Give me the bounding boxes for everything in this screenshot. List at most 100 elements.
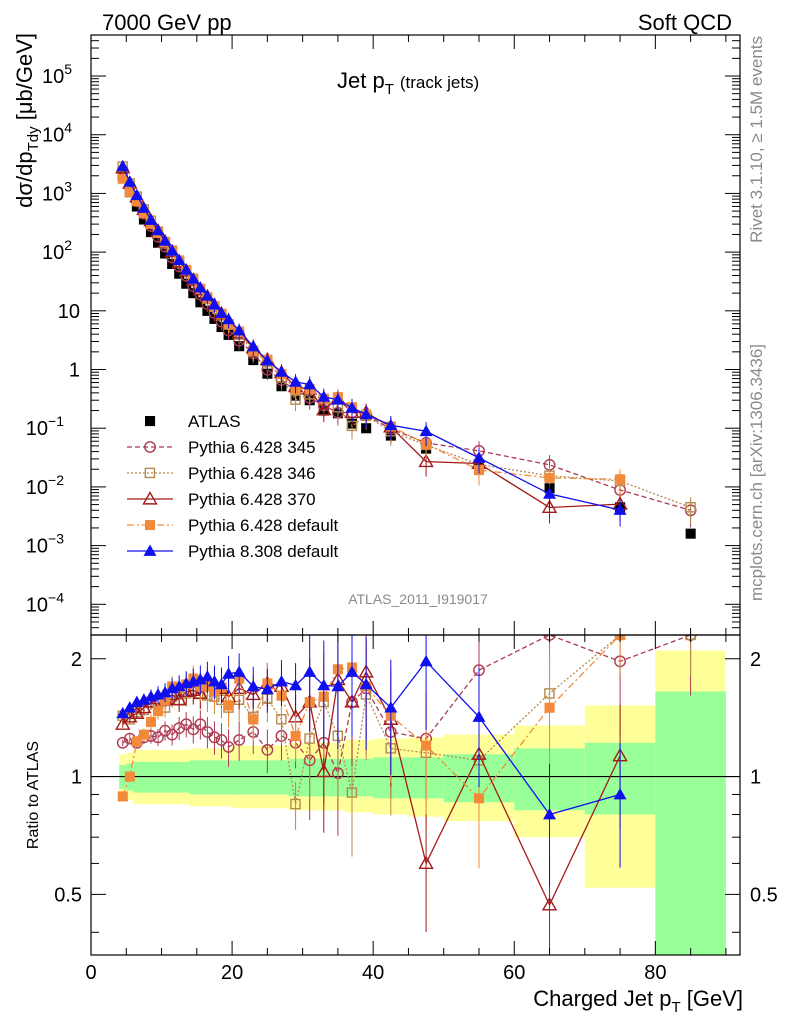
- data-point: [179, 263, 193, 275]
- x-tick-label: 40: [362, 962, 384, 984]
- ratio-point: [331, 679, 345, 692]
- legend: ATLAS Pythia 6.428 345 Pythia 6.428 346 Pyt…: [127, 412, 339, 561]
- ratio-tick-label-right: 0.5: [750, 884, 778, 906]
- ratio-point: [246, 679, 260, 692]
- y-tick-label: 10−2: [26, 472, 64, 499]
- data-point: [331, 393, 345, 405]
- ratio-point: [419, 654, 433, 667]
- ratio-point: [384, 701, 398, 713]
- series-line: [122, 166, 621, 511]
- ratio-point: [541, 896, 558, 911]
- ratio-point: [303, 665, 317, 677]
- y-tick-label: 103: [42, 178, 72, 205]
- ratio-point: [172, 679, 186, 692]
- legend-marker: [145, 520, 156, 531]
- data-point: [419, 424, 433, 437]
- ratio-point: [290, 730, 301, 742]
- legend-label: ATLAS: [188, 412, 241, 431]
- ratio-point: [116, 706, 130, 719]
- series-line: [122, 178, 621, 480]
- data-point: [153, 237, 164, 248]
- ratio-point: [200, 670, 214, 682]
- legend-marker: [142, 491, 158, 505]
- data-point: [145, 227, 157, 238]
- data-point: [123, 175, 137, 187]
- y-tick-label: 105: [42, 61, 72, 88]
- data-point: [345, 401, 359, 413]
- data-point: [613, 503, 627, 515]
- ratio-point: [261, 743, 274, 756]
- x-tick-label: 20: [221, 962, 243, 984]
- data-point: [138, 214, 149, 225]
- y-tick-label: 104: [42, 120, 72, 147]
- data-point: [151, 223, 165, 236]
- data-point: [165, 244, 179, 256]
- ratio-point: [290, 798, 301, 810]
- data-point: [317, 390, 331, 402]
- ratio-point: [152, 731, 164, 744]
- ratio-point: [123, 701, 137, 713]
- ratio-y-axis-label: Ratio to ATLAS: [25, 741, 42, 849]
- data-point: [167, 258, 178, 269]
- data-point: [359, 407, 373, 420]
- ratio-point: [473, 793, 485, 804]
- data-point: [137, 201, 151, 213]
- ratio-point: [346, 787, 358, 798]
- band-inner-3: [189, 760, 233, 795]
- series-atlas-main: [117, 170, 696, 539]
- source-label: mcplots.cern.ch [arXiv:1306.3436]: [747, 344, 766, 601]
- data-point: [418, 453, 434, 468]
- x-tick-label: 80: [644, 962, 666, 984]
- ratio-point: [193, 673, 207, 685]
- rivet-version-label: Rivet 3.1.10, ≥ 1.5M events: [747, 36, 766, 243]
- data-point: [158, 234, 172, 246]
- ratio-point: [215, 677, 229, 690]
- data-point: [289, 375, 303, 387]
- y-tick-label: 10−4: [26, 589, 64, 616]
- analysis-tag: ATLAS_2011_I919017: [348, 591, 488, 607]
- ratio-point: [421, 740, 432, 751]
- y-axis-label: dσ/dpTdy [μb/GeV]: [12, 33, 42, 208]
- series-line: [122, 170, 691, 511]
- data-point: [303, 378, 317, 390]
- ratio-point: [208, 731, 221, 744]
- y-tick-label: 1: [69, 360, 80, 382]
- data-point: [160, 248, 171, 259]
- header-right: Soft QCD: [638, 10, 732, 35]
- data-point: [384, 418, 398, 431]
- x-axis-label: Charged Jet pT [GeV]: [533, 986, 743, 1016]
- ratio-point: [137, 693, 151, 705]
- data-point: [124, 187, 135, 198]
- data-point: [472, 451, 486, 463]
- ratio-point: [207, 674, 221, 687]
- ratio-point: [418, 855, 434, 869]
- ratio-point: [222, 741, 235, 753]
- legend-label: Pythia 6.428 346: [188, 464, 316, 483]
- plot-title: Jet pT (track jets): [337, 68, 479, 98]
- ratio-point: [159, 724, 171, 737]
- ratio-point: [260, 682, 274, 695]
- y-tick-label: 10−3: [26, 531, 64, 558]
- axes: 0 20 40 60 80 10−4 10−3 10−2 10−1 1 10 102 103 104 105…: [26, 34, 778, 984]
- series-p8-main: [116, 159, 627, 527]
- ratio-plot: [115, 635, 697, 955]
- ratio-point: [359, 677, 373, 690]
- data-point: [232, 323, 246, 336]
- ratio-point: [171, 691, 187, 706]
- ratio-point: [115, 716, 131, 730]
- data-point: [543, 487, 557, 499]
- y-tick-label: 10: [58, 301, 80, 323]
- data-point: [193, 281, 207, 293]
- ratio-point: [316, 763, 332, 778]
- ratio-point: [223, 700, 234, 711]
- data-point: [131, 196, 142, 207]
- data-point: [172, 253, 186, 265]
- data-point: [186, 272, 200, 284]
- ratio-point: [472, 710, 486, 722]
- ratio-point: [173, 722, 186, 734]
- ratio-point: [232, 665, 246, 677]
- ratio-point: [153, 706, 164, 717]
- ratio-point: [613, 787, 627, 800]
- band-inner-6: [344, 758, 374, 797]
